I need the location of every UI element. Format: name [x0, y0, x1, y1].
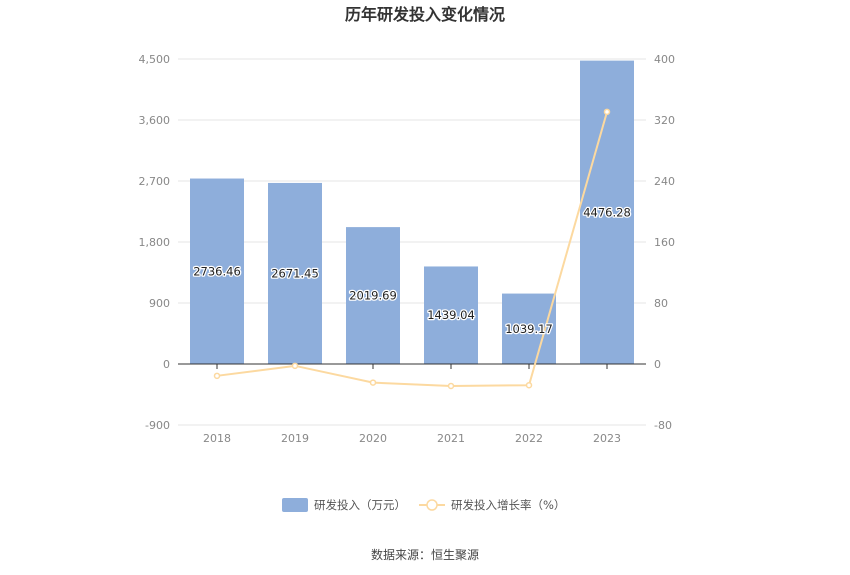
bar-label-2021: 1439.04 [427, 308, 475, 322]
bar-data-labels: 2736.46 2671.45 2019.69 1439.04 1039.17 4476.… [192, 204, 632, 337]
bar-label-2020: 2019.69 [349, 289, 397, 303]
x-tick-label-2020: 2020 [359, 432, 387, 445]
legend-swatch-bar [282, 498, 308, 512]
y-right-tick-label: 240 [654, 175, 675, 188]
y-right-tick-label: 0 [654, 358, 661, 371]
x-tick-label-2022: 2022 [515, 432, 543, 445]
x-axis-ticks: 2018 2019 2020 2021 2022 2023 [203, 364, 621, 445]
y-right-tick-label: 160 [654, 236, 675, 249]
y-left-tick-label: 1,800 [139, 236, 171, 249]
left-axis-ticks: -900 0 900 1,800 2,700 3,600 4,500 [139, 53, 171, 432]
y-right-tick-label: -80 [654, 419, 672, 432]
x-tick-label-2018: 2018 [203, 432, 231, 445]
line-series [213, 108, 611, 390]
y-left-tick-label: 2,700 [139, 175, 171, 188]
bar-series [190, 60, 634, 364]
bar-2019 [268, 182, 322, 364]
x-tick-label-2021: 2021 [437, 432, 465, 445]
y-right-tick-label: 320 [654, 114, 675, 127]
grid-lines [178, 58, 646, 426]
bar-label-2019: 2671.45 [271, 266, 319, 280]
growth-rate-point-2020 [369, 379, 377, 386]
data-source: 数据来源：恒生聚源 [371, 547, 479, 562]
bar-2018 [190, 178, 244, 364]
growth-rate-point-2021 [447, 382, 455, 390]
growth-rate-point-2023 [603, 108, 611, 116]
bar-2021 [424, 266, 478, 364]
bar-label-2022: 1039.17 [505, 322, 553, 336]
y-left-tick-label: 3,600 [139, 114, 171, 127]
y-right-tick-label: 400 [654, 53, 675, 66]
y-left-tick-label: 900 [149, 297, 170, 310]
growth-rate-point-2022 [525, 381, 533, 389]
chart-title: 历年研发投入变化情况 [345, 5, 505, 24]
legend-swatch-line-marker [426, 499, 438, 511]
growth-rate-line [216, 111, 608, 387]
growth-rate-point-2019 [291, 362, 299, 370]
legend-label-bar[interactable]: 研发投入（万元） [314, 498, 406, 512]
y-left-tick-label: -900 [145, 419, 170, 432]
right-axis-ticks: -80 0 80 160 240 320 400 [654, 53, 675, 432]
x-tick-label-2023: 2023 [593, 432, 621, 445]
y-right-tick-label: 80 [654, 297, 668, 310]
bar-2022 [502, 293, 556, 364]
y-left-tick-label: 0 [163, 358, 170, 371]
bar-label-2023: 4476.28 [583, 205, 631, 219]
growth-rate-point-2018 [213, 372, 221, 380]
bar-label-2018: 2736.46 [193, 264, 241, 278]
legend-label-line[interactable]: 研发投入增长率（%） [451, 498, 565, 512]
x-tick-label-2019: 2019 [281, 432, 309, 445]
y-left-tick-label: 4,500 [139, 53, 171, 66]
bar-2020 [346, 227, 400, 364]
legend: 研发投入（万元） 研发投入增长率（%） [282, 498, 565, 512]
